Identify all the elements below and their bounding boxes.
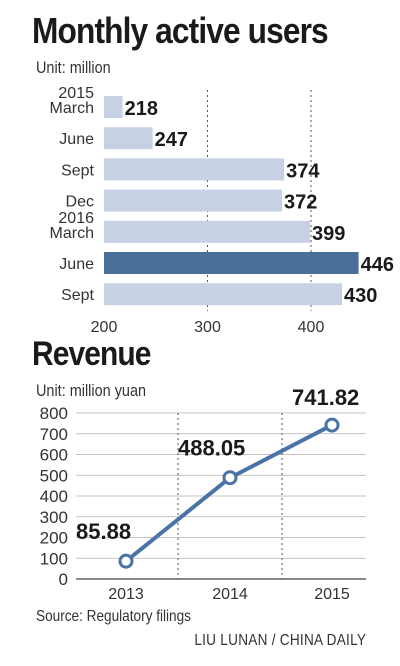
revenue-point [118, 553, 134, 569]
revenue-ytick-label: 600 [40, 446, 68, 465]
revenue-point [222, 470, 238, 486]
users-bar [104, 158, 285, 181]
users-category-label: March [50, 100, 94, 117]
users-year-label: 2015 [58, 85, 94, 102]
revenue-value-label: 488.05 [178, 436, 245, 461]
users-category-label: March [50, 225, 94, 242]
users-bar [104, 283, 343, 306]
users-year-label: 2016 [58, 210, 94, 227]
revenue-ytick-label: 100 [40, 549, 68, 568]
revenue-ytick-label: 400 [40, 487, 68, 506]
users-value-label: 218 [125, 98, 158, 120]
users-bar [104, 127, 153, 150]
revenue-point [324, 417, 340, 433]
users-value-label: 247 [155, 129, 188, 151]
users-chart-title: Monthly active users [32, 10, 329, 51]
revenue-chart-unit: Unit: million yuan [36, 381, 147, 400]
users-chart-unit: Unit: million [36, 58, 111, 77]
revenue-ytick-label: 200 [40, 529, 68, 548]
users-value-label: 446 [361, 254, 394, 276]
users-category-label: Dec [66, 194, 94, 211]
users-category-label: Sept [61, 162, 94, 179]
revenue-ytick-label: 300 [40, 508, 68, 527]
revenue-ytick-label: 500 [40, 466, 68, 485]
users-bar [104, 96, 123, 118]
users-value-label: 374 [286, 160, 320, 182]
credit-line: LIU LUNAN / CHINA DAILY [194, 632, 366, 649]
users-bar [104, 189, 283, 212]
revenue-xtick-label: 2013 [108, 586, 144, 603]
users-category-label: June [59, 131, 94, 148]
revenue-ytick-label: 800 [40, 404, 68, 423]
users-xtick-label: 400 [298, 319, 325, 336]
users-value-label: 399 [312, 223, 345, 245]
users-xtick-label: 300 [194, 319, 221, 336]
source-note: Source: Regulatory filings [36, 608, 191, 625]
users-value-label: 430 [344, 285, 377, 307]
users-value-label: 372 [284, 192, 317, 214]
revenue-value-label: 741.82 [292, 385, 359, 410]
revenue-xtick-label: 2015 [314, 586, 350, 603]
users-bar [104, 252, 359, 274]
revenue-ytick-label: 0 [59, 570, 68, 589]
revenue-chart-title: Revenue [32, 335, 151, 373]
users-category-label: Sept [61, 287, 94, 304]
revenue-ytick-label: 700 [40, 425, 68, 444]
users-category-label: June [59, 256, 94, 273]
revenue-xtick-label: 2014 [212, 586, 248, 603]
users-bar [104, 220, 310, 243]
users-xtick-label: 200 [91, 319, 118, 336]
revenue-value-label: 85.88 [76, 519, 131, 544]
